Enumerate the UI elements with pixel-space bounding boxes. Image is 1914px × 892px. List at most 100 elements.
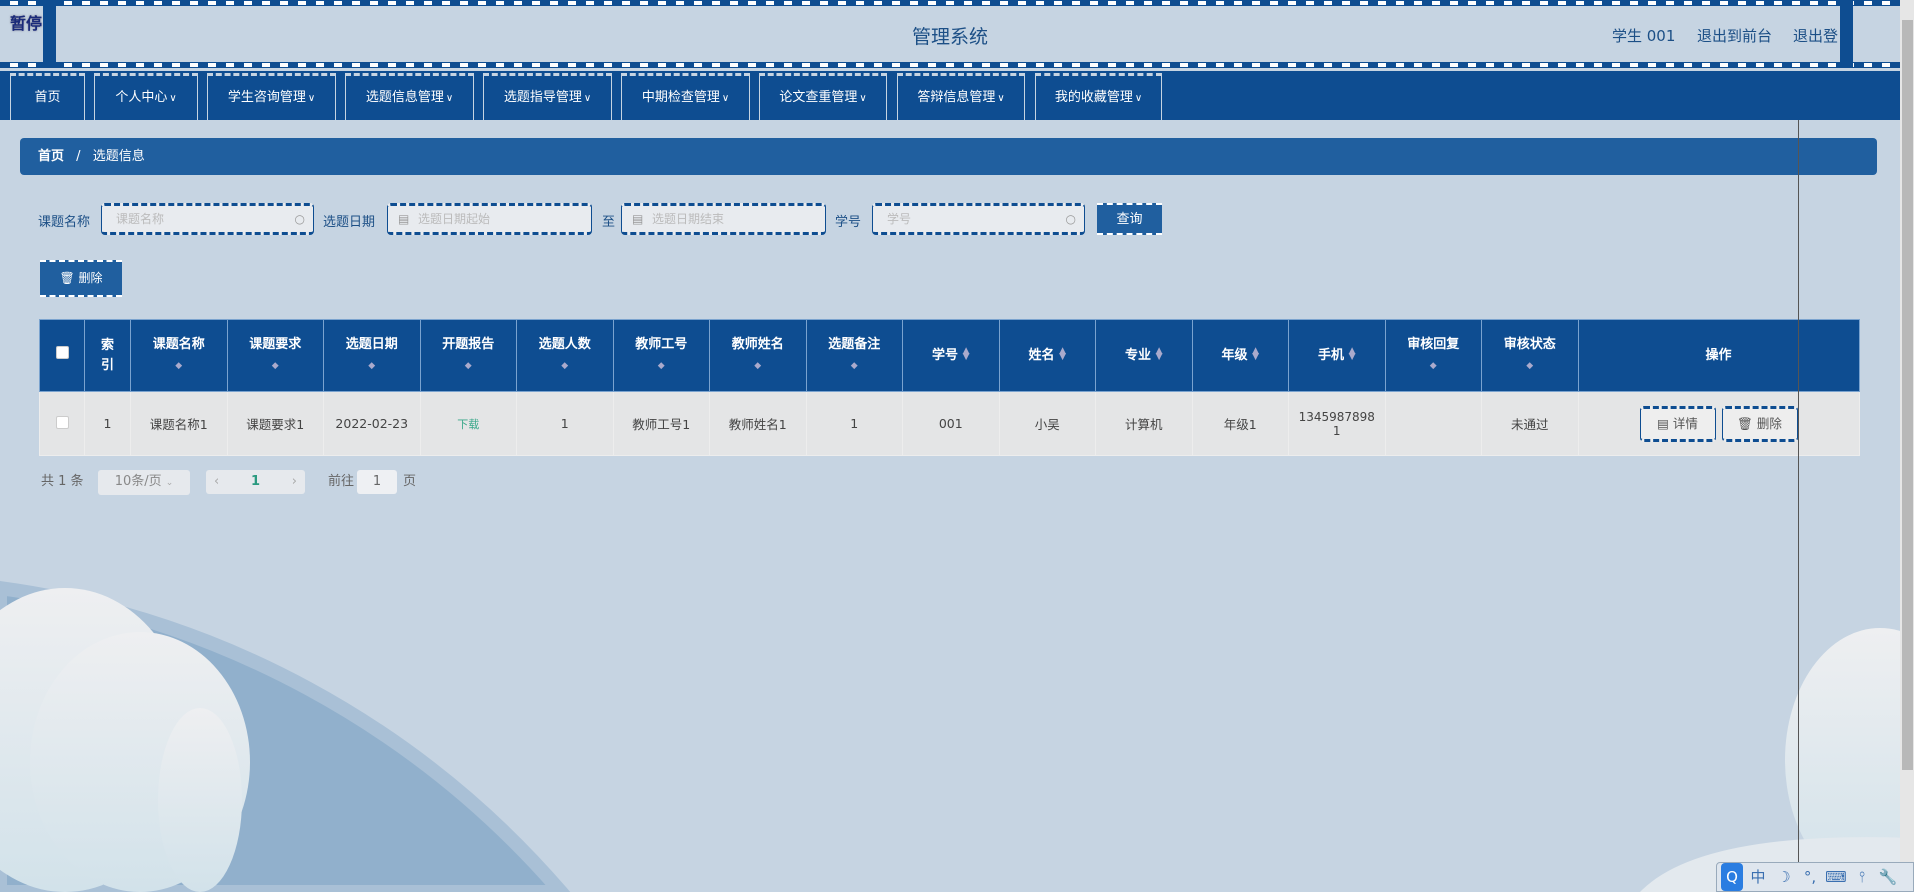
column-header[interactable]: 教师姓名 ◆: [709, 319, 807, 392]
nav-item[interactable]: 论文查重管理 ∨: [759, 73, 887, 120]
cell-value: 未通过: [1510, 417, 1549, 432]
goto-page-input[interactable]: 1: [357, 470, 397, 494]
column-header[interactable]: 审核回复 ◆: [1384, 319, 1482, 392]
prev-page-icon[interactable]: ‹: [214, 474, 220, 489]
query-button[interactable]: 查询: [1097, 203, 1162, 235]
nav-item[interactable]: 答辩信息管理 ∨: [897, 73, 1025, 120]
column-header[interactable]: 姓名 ▲ ▼: [998, 319, 1096, 392]
column-header-label: 教师工号: [635, 337, 688, 352]
sort-icon[interactable]: ▲ ▼: [1348, 345, 1356, 362]
sort-icon[interactable]: ◆: [561, 361, 569, 371]
current-page[interactable]: 1: [250, 474, 261, 489]
nav-item[interactable]: 中期检查管理 ∨: [621, 73, 750, 120]
top-header: 暂停 管理系统 学生 001 退出到前台 退出登: [0, 0, 1914, 68]
nav-item[interactable]: 选题信息管理 ∨: [345, 73, 474, 120]
column-header[interactable]: 学号 ▲ ▼: [902, 319, 1000, 392]
select-all-checkbox[interactable]: [55, 345, 69, 359]
date-end-placeholder: 选题日期结束: [652, 212, 725, 226]
ime-button[interactable]: °,: [1803, 868, 1817, 886]
column-header[interactable]: 选题日期 ◆: [323, 319, 421, 392]
header-right-bar: [1840, 0, 1853, 68]
breadcrumb: 首页 / 选题信息: [20, 138, 1877, 175]
student-no-input[interactable]: 学号 ○: [872, 203, 1085, 235]
ime-button[interactable]: Q: [1721, 863, 1743, 891]
sort-icon[interactable]: ▲ ▼: [1155, 345, 1163, 362]
breadcrumb-current: 选题信息: [92, 149, 145, 164]
select-date-label: 选题日期: [323, 215, 376, 230]
sort-icon[interactable]: ◆: [368, 361, 376, 371]
chevron-down-icon: ∨: [445, 93, 454, 104]
sort-icon[interactable]: ◆: [1526, 361, 1534, 371]
topic-name-input[interactable]: 课题名称 ○: [101, 203, 314, 235]
scrollbar-thumb[interactable]: [1902, 20, 1913, 770]
delete-row-button[interactable]: 🗑 删除: [1721, 405, 1798, 442]
search-icon: ○: [294, 212, 305, 226]
page-size-select[interactable]: 10条/页 ⌄: [98, 470, 190, 495]
column-header[interactable]: 专业 ▲ ▼: [1095, 319, 1193, 392]
sort-icon[interactable]: ◆: [657, 361, 665, 371]
table-row: 1 课题名称1 课题要求1 2022-02-23 下载 1 教师工号1 教师姓名1 1 001 小吴…: [39, 391, 1860, 456]
download-link[interactable]: 下载: [457, 417, 480, 431]
total-count: 共 1 条: [41, 474, 84, 489]
sort-icon[interactable]: ◆: [850, 361, 858, 371]
cloud-shape: [158, 708, 242, 892]
column-header-label: 专业: [1125, 347, 1152, 363]
date-range-separator: 至: [602, 215, 616, 230]
nav-item[interactable]: 个人中心 ∨: [94, 73, 198, 120]
column-header[interactable]: 开题报告 ◆: [419, 319, 517, 392]
row-select-cell: [39, 391, 85, 456]
table-cell: [1384, 391, 1482, 456]
cell-value: 课题要求1: [246, 417, 305, 432]
ime-button[interactable]: ⫯: [1858, 868, 1866, 886]
next-page-icon[interactable]: ›: [291, 474, 297, 489]
column-header[interactable]: 选题人数 ◆: [516, 319, 614, 392]
nav-item[interactable]: 我的收藏管理 ∨: [1035, 73, 1162, 120]
header-border-top: [0, 0, 1900, 6]
table-cell: 教师姓名1: [709, 391, 807, 456]
sort-icon[interactable]: ▲ ▼: [1252, 345, 1259, 362]
breadcrumb-separator: /: [76, 149, 81, 164]
pause-label[interactable]: 暂停: [10, 14, 43, 33]
sort-icon[interactable]: ◆: [464, 361, 472, 371]
sort-icon[interactable]: ◆: [175, 361, 183, 371]
logout-link[interactable]: 退出登: [1793, 27, 1839, 45]
row-checkbox[interactable]: [55, 415, 69, 429]
table-cell: 计算机: [1095, 391, 1193, 456]
ime-button[interactable]: 中: [1750, 868, 1766, 886]
nav-item[interactable]: 选题指导管理 ∨: [483, 73, 612, 120]
sort-icon[interactable]: ▲ ▼: [1059, 345, 1066, 362]
calendar-icon: ▤: [398, 212, 410, 226]
column-header[interactable]: 课题要求 ◆: [226, 319, 324, 392]
table-cell[interactable]: 下载: [419, 391, 517, 456]
column-header[interactable]: 选题备注 ◆: [805, 319, 903, 392]
batch-delete-button[interactable]: 🗑 删除: [40, 260, 122, 297]
ime-button[interactable]: ☽: [1777, 868, 1791, 886]
date-start-input[interactable]: ▤ 选题日期起始: [387, 203, 592, 235]
column-header[interactable]: 手机 ▲ ▼: [1288, 319, 1386, 392]
table-cell: 1: [805, 391, 903, 456]
trash-icon: 🗑: [1737, 415, 1753, 431]
sort-icon[interactable]: ◆: [754, 361, 762, 371]
sort-icon[interactable]: ◆: [271, 361, 279, 371]
ime-button[interactable]: 🔧: [1878, 868, 1898, 886]
column-header[interactable]: 年级 ▲ ▼: [1191, 319, 1289, 392]
pager: ‹ 1 ›: [206, 470, 305, 494]
search-icon: ○: [1065, 212, 1076, 226]
column-header[interactable]: 课题名称 ◆: [130, 319, 228, 392]
sort-icon[interactable]: ◆: [1429, 361, 1437, 371]
date-end-input[interactable]: ▤ 选题日期结束: [621, 203, 826, 235]
cell-value: 1: [103, 416, 112, 431]
topic-name-label: 课题名称: [38, 215, 91, 230]
nav-item[interactable]: 学生咨询管理 ∨: [207, 73, 336, 120]
ime-button[interactable]: ⌨: [1825, 868, 1847, 886]
detail-button[interactable]: ▤ 详情: [1639, 405, 1716, 442]
nav-item[interactable]: 首页: [10, 73, 85, 120]
divider-line: [1798, 120, 1799, 892]
sort-icon[interactable]: ▲ ▼: [962, 345, 970, 362]
column-header[interactable]: 教师工号 ◆: [612, 319, 710, 392]
breadcrumb-home[interactable]: 首页: [38, 149, 65, 164]
column-header[interactable]: 审核状态 ◆: [1481, 319, 1579, 392]
date-start-placeholder: 选题日期起始: [418, 212, 491, 226]
back-to-front-link[interactable]: 退出到前台: [1697, 27, 1773, 45]
table-cell: 2022-02-23: [323, 391, 421, 456]
